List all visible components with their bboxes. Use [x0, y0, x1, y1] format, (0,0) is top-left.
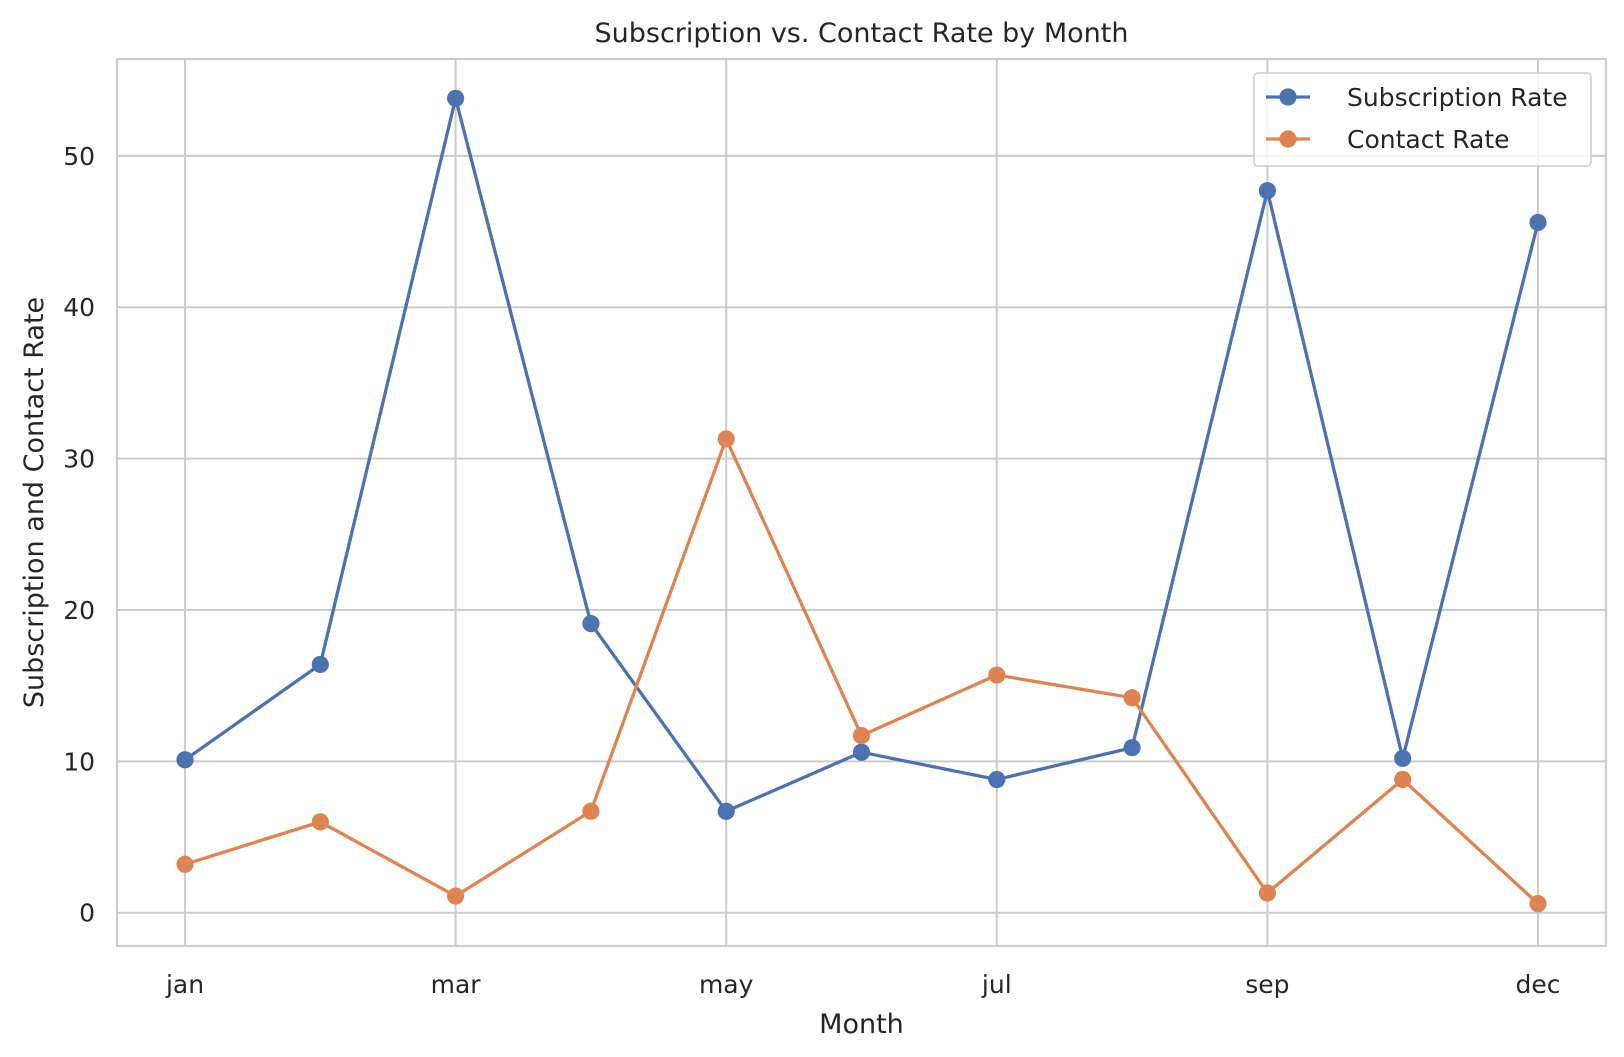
data-point: [1394, 770, 1412, 789]
data-point: [988, 770, 1006, 789]
series-lines: [176, 89, 1547, 913]
legend-marker: [1279, 130, 1297, 148]
data-point: [1529, 895, 1547, 913]
data-point: [1123, 689, 1141, 707]
x-tick-label: may: [699, 970, 754, 999]
legend-box: [1253, 72, 1592, 167]
y-tick-label: 50: [63, 142, 95, 171]
data-point: [582, 802, 600, 820]
x-tick-label: jul: [981, 970, 1012, 999]
data-point: [717, 802, 735, 820]
x-tick-label: jan: [165, 970, 204, 999]
data-point: [447, 887, 465, 905]
legend-label: Contact Rate: [1347, 125, 1510, 154]
legend-entry: Contact Rate: [1266, 125, 1510, 154]
data-point: [176, 751, 194, 769]
y-axis-label: Subscription and Contact Rate: [19, 297, 50, 708]
legend-label: Subscription Rate: [1347, 83, 1568, 112]
grid: [117, 59, 1606, 946]
x-tick-label: mar: [431, 970, 482, 999]
series-contact-rate: [176, 430, 1547, 913]
series-subscription-rate: [176, 89, 1547, 820]
data-point: [1258, 884, 1276, 902]
x-tick-label: sep: [1245, 970, 1289, 999]
data-point: [1258, 182, 1276, 200]
data-point: [988, 666, 1006, 684]
data-point: [311, 813, 329, 831]
y-tick-label: 30: [63, 445, 95, 474]
legend: Subscription Rate Contact Rate: [1253, 72, 1592, 167]
y-tick-label: 10: [63, 747, 95, 776]
data-point: [852, 727, 871, 745]
data-point: [852, 743, 871, 761]
legend-marker: [1279, 88, 1297, 106]
data-point: [717, 430, 735, 448]
y-tick-label: 40: [63, 293, 95, 322]
data-point: [1394, 749, 1412, 767]
x-axis-label: Month: [819, 1009, 904, 1040]
data-point: [176, 855, 194, 873]
y-tick-label: 0: [79, 899, 95, 928]
data-point: [582, 614, 600, 633]
x-tick-label: dec: [1516, 970, 1561, 999]
plot-area-frame: [115, 57, 1608, 948]
data-point: [311, 655, 329, 674]
y-tick-label: 20: [63, 596, 95, 625]
legend-entry: Subscription Rate: [1266, 83, 1568, 112]
data-point: [1529, 213, 1547, 232]
chart-title: Subscription vs. Contact Rate by Month: [594, 18, 1128, 49]
data-point: [447, 89, 465, 107]
tick-labels: 0 10 20 30 40 50 jan mar may jul sep dec: [63, 142, 1560, 999]
data-point: [1123, 739, 1141, 757]
